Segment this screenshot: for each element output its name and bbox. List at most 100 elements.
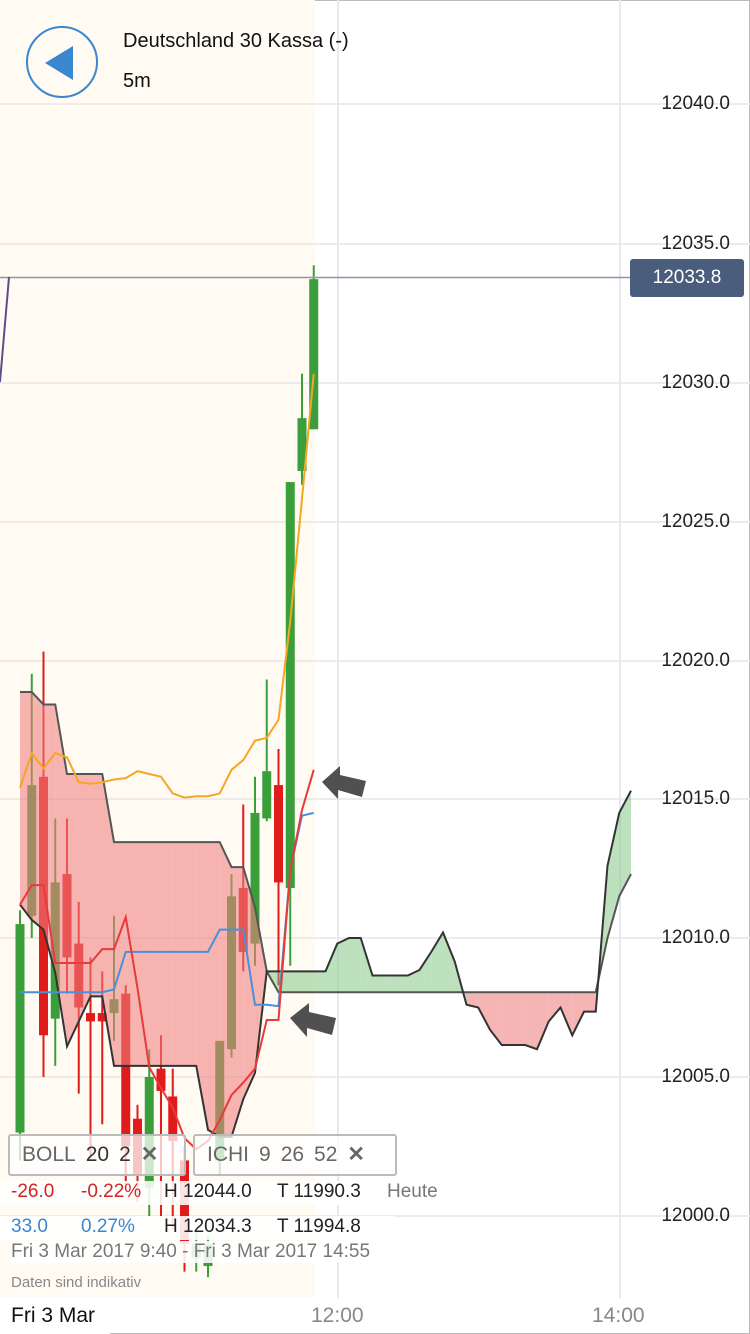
candle-body [144, 1077, 154, 1189]
cloud-segment [419, 951, 432, 993]
cloud-segment [584, 992, 596, 1012]
period-stats-row: 33.0 0.27% H 12034.3 T 11994.8 [0, 1216, 395, 1240]
x-axis-label: 14:00 [592, 1304, 645, 1327]
back-button[interactable] [26, 26, 98, 98]
indicator-name: BOLL [22, 1143, 76, 1166]
indicator-param: 20 [85, 1143, 110, 1166]
cloud-segment [501, 992, 514, 1046]
period-high: H 12034.3 [164, 1216, 252, 1237]
cloud-segment [372, 975, 385, 993]
close-icon[interactable]: ✕ [140, 1143, 159, 1166]
y-axis-label: 12000.0 [661, 1205, 730, 1226]
day-label: Heute [387, 1181, 438, 1202]
date-range: Fri 3 Mar 2017 9:40 - Fri 3 Mar 2017 14:… [11, 1241, 375, 1263]
cloud-segment [396, 975, 408, 993]
cloud-segment [360, 938, 373, 993]
cloud-segment [196, 842, 208, 1130]
candle-body [15, 924, 25, 1133]
y-axis-label: 12030.0 [661, 372, 730, 393]
candle-body [250, 812, 260, 944]
indicator-param: 26 [280, 1143, 305, 1166]
cloud-segment [172, 842, 185, 1066]
ichimoku-cloud [20, 691, 631, 1137]
y-axis-label: 12025.0 [661, 511, 730, 532]
cloud-segment [149, 842, 161, 1066]
ichi-indicator-chip[interactable]: ICHI 9 26 52 ✕ [193, 1134, 397, 1176]
cloud-segment [184, 842, 197, 1066]
candle-body [297, 418, 307, 471]
chikou-span-line [0, 276, 10, 383]
cloud-segment [219, 842, 232, 1137]
candle-body [86, 1013, 95, 1022]
cloud-segment [114, 842, 126, 1066]
cloud-segment [231, 867, 244, 1137]
cloud-segment [537, 992, 549, 1050]
cloud-segment [20, 691, 32, 920]
senkou-span-a-line [19, 790, 632, 1138]
cloud-segment [572, 992, 584, 1036]
candle-body [285, 482, 295, 888]
cloud-segment [102, 773, 114, 1066]
current-price-tag: 12033.8 [630, 259, 744, 297]
y-axis-label: 12015.0 [661, 788, 730, 809]
day-stats-row: -26.0 -0.22% H 12044.0 T 11990.3 Heute [0, 1181, 450, 1205]
candle-body [309, 279, 319, 430]
cloud-segment [208, 842, 220, 1137]
y-axis-label: 12040.0 [661, 93, 730, 114]
cloud-segment [255, 907, 267, 1073]
cloud-segment [55, 704, 67, 1047]
indicator-param: 52 [314, 1143, 338, 1166]
cloud-segment [325, 943, 338, 993]
candle-body [97, 1013, 107, 1022]
cloud-segment [407, 969, 420, 993]
cloud-segment [443, 932, 455, 993]
indicator-name: ICHI [207, 1143, 249, 1166]
cloud-segment [490, 992, 502, 1046]
cloud-segment [525, 992, 537, 1050]
day-low: T 11990.3 [277, 1181, 361, 1202]
candle-body [274, 785, 283, 883]
cloud-segment [313, 971, 326, 993]
cloud-segment [548, 992, 561, 1022]
x-axis-date: Fri 3 Mar [0, 1298, 110, 1334]
cloud-segment [67, 773, 79, 1047]
candle-body [156, 1068, 166, 1091]
tenkan-sen-line [19, 769, 315, 1151]
boll-indicator-chip[interactable]: BOLL 20 2 ✕ [8, 1134, 186, 1176]
cloud-segment [466, 992, 479, 1008]
cloud-segment [349, 938, 361, 993]
instrument-title: Deutschland 30 Kassa (-) [123, 30, 349, 52]
data-range-background [0, 0, 315, 1298]
pointer-arrow-icon [290, 1003, 336, 1037]
cloud-segment [161, 842, 173, 1066]
cloud-segment [302, 971, 314, 993]
y-axis-label: 12010.0 [661, 927, 730, 948]
disclaimer: Daten sind indikativ [11, 1274, 142, 1291]
close-icon[interactable]: ✕ [347, 1143, 366, 1166]
candle-body [262, 771, 272, 819]
bollinger-upper-line [19, 373, 315, 799]
interval-label[interactable]: 5m [123, 70, 151, 92]
x-axis-label: 12:00 [311, 1304, 364, 1327]
cloud-segment [560, 992, 573, 1036]
day-high: H 12044.0 [164, 1181, 252, 1202]
indicator-lines [19, 373, 632, 1151]
candle-body [121, 993, 131, 1147]
kijun-sen-line [20, 811, 314, 1008]
indicator-param: 2 [119, 1143, 131, 1166]
cloud-segment [619, 790, 631, 897]
period-change-pct: 0.27% [81, 1216, 135, 1237]
day-change-pct: -0.22% [81, 1181, 142, 1202]
period-change: 33.0 [11, 1216, 48, 1237]
cloud-segment [31, 691, 44, 930]
period-low: T 11994.8 [277, 1216, 361, 1237]
pointer-arrow-icon [322, 766, 366, 799]
cloud-segment [513, 992, 526, 1046]
cloud-segment [90, 773, 103, 997]
cloud-segment [243, 867, 255, 1100]
cloud-segment [384, 975, 396, 993]
candle-body [168, 1096, 178, 1141]
y-axis-label: 12035.0 [661, 233, 730, 254]
indicator-param: 9 [259, 1143, 271, 1166]
cloud-segment [337, 938, 349, 993]
